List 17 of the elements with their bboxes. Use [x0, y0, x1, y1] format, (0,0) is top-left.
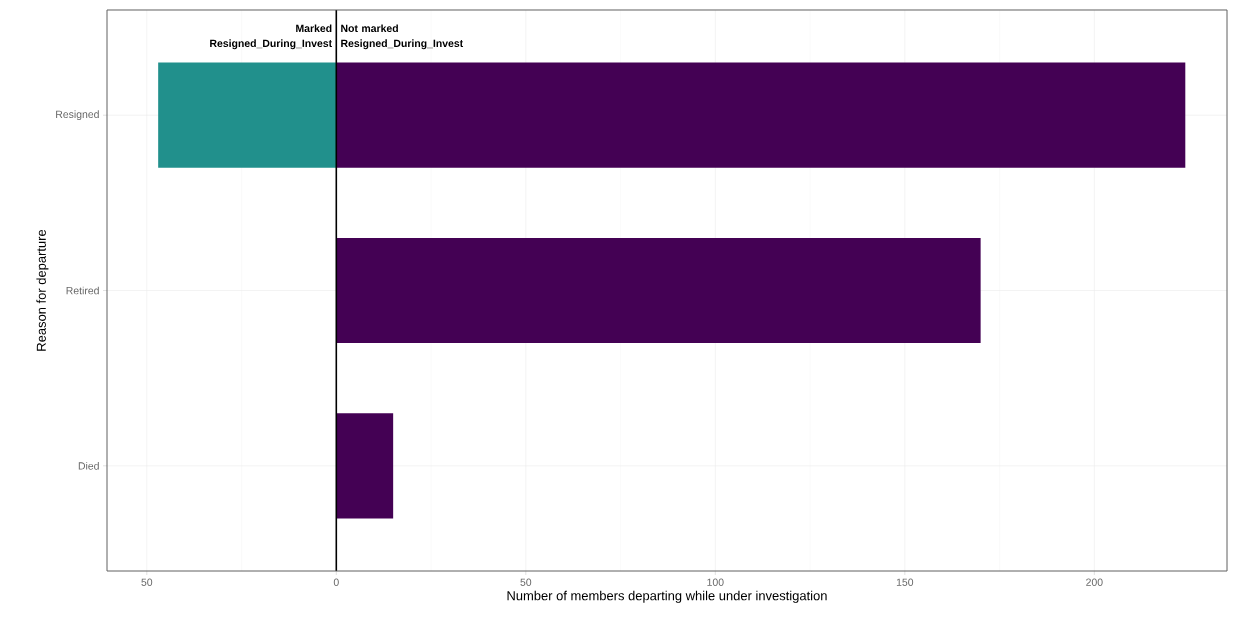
x-axis-title: Number of members departing while under investigation — [507, 590, 827, 603]
y-tick-label: Died — [78, 461, 99, 470]
x-tick-label: 200 — [1086, 578, 1103, 586]
y-axis-title: Reason for departure — [36, 229, 49, 351]
y-tick-label: Resigned — [56, 110, 99, 121]
x-tick-label: 50 — [141, 578, 153, 586]
y-tick-label: Retired — [66, 286, 99, 295]
x-tick-label: 0 — [333, 578, 339, 586]
x-tick-label: 150 — [896, 578, 914, 586]
bar — [336, 62, 1186, 168]
x-tick-label: 50 — [520, 578, 532, 586]
annotation: Not marked Resigned_During_Invest — [341, 24, 464, 50]
bar — [336, 237, 981, 344]
bar — [336, 413, 394, 519]
x-tick-label: 100 — [707, 578, 724, 586]
annotation: Marked Resigned_During_Invest — [210, 24, 332, 50]
bar — [158, 62, 337, 168]
